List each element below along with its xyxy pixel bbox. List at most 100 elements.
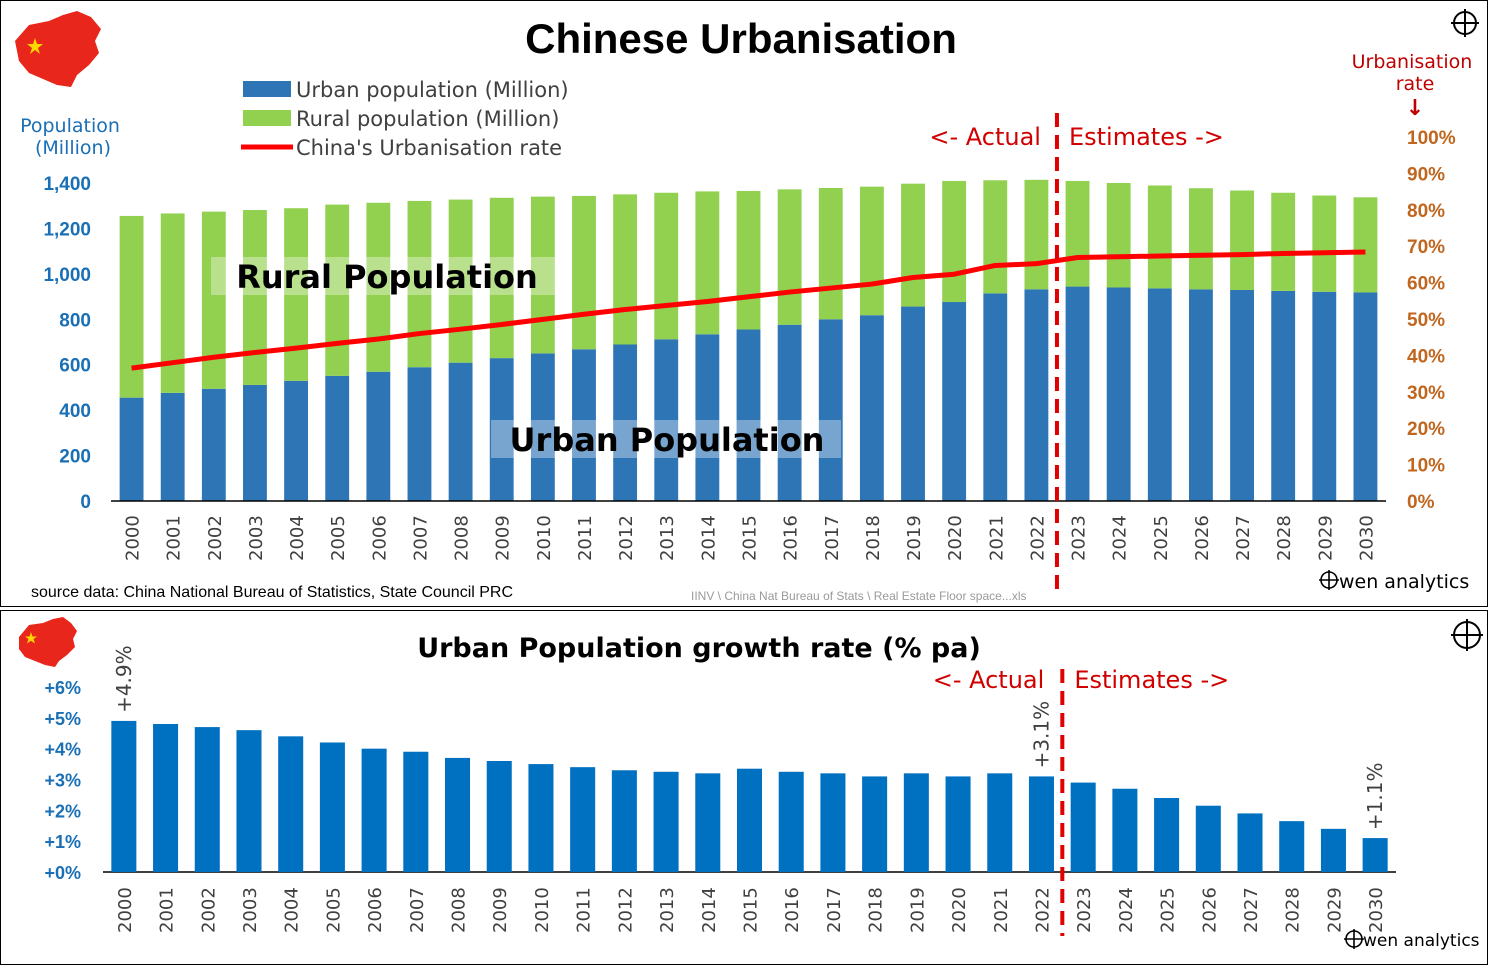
x-tick-label: 2002 bbox=[205, 515, 226, 561]
rural-bar-2025 bbox=[1147, 185, 1172, 289]
x-tick-label: 2004 bbox=[287, 515, 308, 561]
crosshair-circle-icon bbox=[1451, 9, 1479, 37]
rural-bar-2016 bbox=[777, 189, 802, 325]
urban-bar-2004 bbox=[284, 380, 309, 501]
rural-bar-2013 bbox=[654, 192, 679, 340]
y2-tick-label: 90% bbox=[1407, 164, 1445, 185]
y2-tick-label: 10% bbox=[1407, 456, 1445, 477]
y-tick-label: 1,400 bbox=[43, 174, 91, 195]
growth-bar-2014 bbox=[695, 773, 721, 872]
urban-label-bg bbox=[491, 420, 841, 458]
urban-bar-2005 bbox=[325, 375, 350, 501]
x-tick-label: 2006 bbox=[365, 887, 386, 933]
urban-bar-2000 bbox=[119, 397, 144, 501]
x-tick-label: 2027 bbox=[1233, 515, 1254, 561]
legend-label-urban: Urban population (Million) bbox=[296, 78, 569, 102]
growth-bar-2001 bbox=[153, 724, 179, 872]
urbanisation-chart-panel: Chinese Urbanisation Urban population (M… bbox=[0, 0, 1488, 607]
y-tick-label: 1,000 bbox=[43, 265, 91, 286]
growth-bars bbox=[111, 720, 1388, 872]
x-tick-label: 2022 bbox=[1027, 515, 1048, 561]
rural-bar-2019 bbox=[901, 183, 925, 307]
x-tick-label: 2017 bbox=[824, 887, 845, 933]
growth-bar-2020 bbox=[945, 776, 971, 872]
x-tick-label: 2000 bbox=[123, 515, 144, 561]
y2-tick-label: 30% bbox=[1407, 383, 1445, 404]
x-tick-label: 2010 bbox=[532, 887, 553, 933]
urban-bar-2025 bbox=[1147, 288, 1172, 501]
rural-bar-2018 bbox=[859, 186, 884, 316]
urban-bar-2003 bbox=[243, 384, 267, 501]
growth-bar-2009 bbox=[486, 761, 512, 872]
data-labels: +4.9% +3.1% +1.1% bbox=[112, 645, 1387, 830]
urban-bar-2018 bbox=[859, 315, 884, 501]
x-tick-label: 2007 bbox=[410, 515, 431, 561]
x-tick-label: 2030 bbox=[1356, 515, 1377, 561]
x-tick-label: 2029 bbox=[1315, 515, 1336, 561]
growth-bar-2016 bbox=[778, 771, 804, 872]
y-tick-label: +5% bbox=[44, 709, 81, 729]
x-tick-label: 2015 bbox=[741, 887, 762, 933]
x-tick-label: 2009 bbox=[490, 887, 511, 933]
growth-bar-2004 bbox=[278, 736, 304, 872]
brand-text: wen analytics bbox=[1363, 931, 1480, 951]
axes: 0 200 400 600 800 1,000 1,200 1,400 0% 10% 20% 30% 4… bbox=[43, 128, 1455, 561]
urban-population-label: Urban Population bbox=[510, 421, 825, 459]
growth-bar-2011 bbox=[570, 767, 596, 872]
y-tick-label: +2% bbox=[44, 801, 81, 821]
x-tick-label: 2012 bbox=[615, 887, 636, 933]
urban-bar-2024 bbox=[1106, 287, 1131, 501]
rural-bar-2007 bbox=[407, 200, 432, 368]
x-tick-label: 2025 bbox=[1158, 887, 1179, 933]
rural-bar-2028 bbox=[1271, 192, 1296, 291]
y-axis-label: Population (Million) bbox=[20, 115, 126, 159]
rural-bar-2006 bbox=[366, 202, 391, 372]
x-tick-label: 2015 bbox=[740, 515, 761, 561]
source-note: source data: China National Bureau of St… bbox=[31, 584, 513, 601]
urban-bar-2006 bbox=[366, 371, 391, 501]
urban-bar-2007 bbox=[407, 367, 432, 501]
x-tick-label: 2006 bbox=[369, 515, 390, 561]
x-tick-label: 2022 bbox=[1032, 887, 1053, 933]
rural-population-label: Rural Population bbox=[236, 258, 538, 296]
y2-tick-label: 60% bbox=[1407, 274, 1445, 295]
growth-bar-2019 bbox=[903, 773, 929, 872]
chart-title: Urban Population growth rate (% pa) bbox=[417, 633, 981, 664]
rural-bar-2030 bbox=[1353, 197, 1378, 293]
urban-bar-2014 bbox=[695, 334, 720, 501]
y2-tick-label: 40% bbox=[1407, 346, 1445, 367]
urban-bar-2022 bbox=[1024, 289, 1049, 501]
growth-bar-2002 bbox=[194, 727, 220, 872]
y2-tick-label: 0% bbox=[1407, 492, 1435, 513]
urban-bar-2016 bbox=[777, 324, 802, 501]
x-tick-label: 2024 bbox=[1110, 515, 1131, 561]
urban-bar-2027 bbox=[1230, 289, 1254, 501]
y2-tick-label: 50% bbox=[1407, 310, 1445, 331]
x-tick-label: 2007 bbox=[407, 887, 428, 933]
urban-bar-2017 bbox=[818, 319, 843, 501]
x-tick-label: 2020 bbox=[945, 515, 966, 561]
data-label-2000: +4.9% bbox=[112, 645, 136, 713]
urban-bar-2021 bbox=[983, 293, 1008, 501]
y-tick-label: 800 bbox=[59, 310, 91, 331]
growth-bar-2021 bbox=[987, 773, 1013, 872]
x-tick-label: 2013 bbox=[657, 515, 678, 561]
y-tick-label: +3% bbox=[44, 771, 81, 791]
y-tick-label: +1% bbox=[44, 832, 81, 852]
rural-bar-2011 bbox=[572, 195, 596, 350]
x-tick-label: 2021 bbox=[986, 515, 1007, 561]
growth-bar-2003 bbox=[236, 730, 262, 872]
urban-bar-2010 bbox=[530, 353, 555, 501]
actual-estimates-divider: <- Actual Estimates -> bbox=[929, 113, 1224, 589]
x-tick-label: 2016 bbox=[781, 515, 802, 561]
x-tick-label: 2003 bbox=[246, 515, 267, 561]
growth-rate-chart: Urban Population growth rate (% pa) +0%+… bbox=[19, 617, 1483, 951]
rural-bar-2020 bbox=[942, 180, 967, 303]
data-label-2030: +1.1% bbox=[1363, 763, 1387, 831]
rural-bar-2027 bbox=[1230, 190, 1254, 290]
axes: +0% +1% +2% +3% +4% +5% +6% 2000 2001 2002 2003 200… bbox=[44, 678, 1396, 933]
legend-label-rate: China's Urbanisation rate bbox=[296, 136, 562, 160]
urban-bar-2029 bbox=[1312, 291, 1337, 501]
growth-bar-2017 bbox=[820, 773, 846, 872]
x-tick-label: 2026 bbox=[1199, 887, 1220, 933]
